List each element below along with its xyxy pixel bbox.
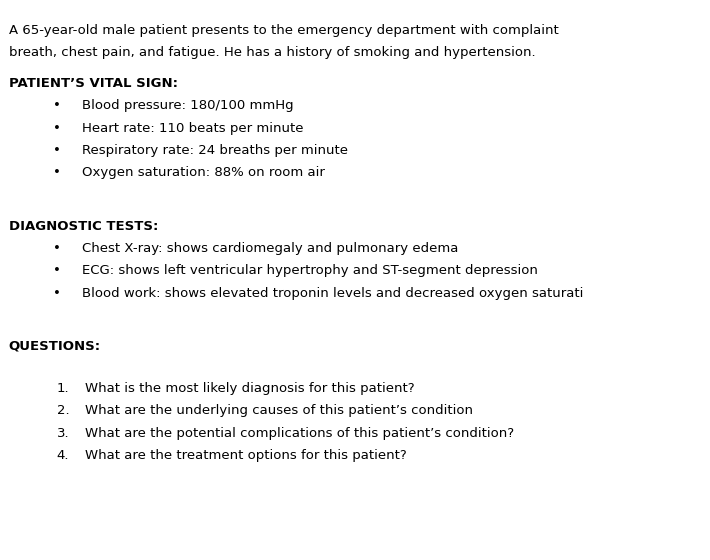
Text: What is the most likely diagnosis for this patient?: What is the most likely diagnosis for th… <box>85 382 415 395</box>
Text: Blood work: shows elevated troponin levels and decreased oxygen saturati: Blood work: shows elevated troponin leve… <box>82 287 583 300</box>
Text: •: • <box>53 166 61 179</box>
Text: DIAGNOSTIC TESTS:: DIAGNOSTIC TESTS: <box>9 220 158 232</box>
Text: Oxygen saturation: 88% on room air: Oxygen saturation: 88% on room air <box>82 166 324 179</box>
Text: •: • <box>53 242 61 255</box>
Text: What are the treatment options for this patient?: What are the treatment options for this … <box>85 449 407 462</box>
Text: Heart rate: 110 beats per minute: Heart rate: 110 beats per minute <box>82 122 303 134</box>
Text: QUESTIONS:: QUESTIONS: <box>9 340 101 353</box>
Text: Blood pressure: 180/100 mmHg: Blood pressure: 180/100 mmHg <box>82 99 293 112</box>
Text: •: • <box>53 287 61 300</box>
Text: What are the potential complications of this patient’s condition?: What are the potential complications of … <box>85 427 514 440</box>
Text: breath, chest pain, and fatigue. He has a history of smoking and hypertension.: breath, chest pain, and fatigue. He has … <box>9 46 535 59</box>
Text: 2.: 2. <box>57 404 70 417</box>
Text: Respiratory rate: 24 breaths per minute: Respiratory rate: 24 breaths per minute <box>82 144 348 157</box>
Text: •: • <box>53 99 61 112</box>
Text: ECG: shows left ventricular hypertrophy and ST-segment depression: ECG: shows left ventricular hypertrophy … <box>82 264 537 277</box>
Text: 1.: 1. <box>57 382 70 395</box>
Text: What are the underlying causes of this patient’s condition: What are the underlying causes of this p… <box>85 404 473 417</box>
Text: •: • <box>53 144 61 157</box>
Text: 4.: 4. <box>57 449 70 462</box>
Text: 3.: 3. <box>57 427 70 440</box>
Text: PATIENT’S VITAL SIGN:: PATIENT’S VITAL SIGN: <box>9 77 178 90</box>
Text: •: • <box>53 122 61 134</box>
Text: A 65-year-old male patient presents to the emergency department with complaint: A 65-year-old male patient presents to t… <box>9 24 558 36</box>
Text: Chest X-ray: shows cardiomegaly and pulmonary edema: Chest X-ray: shows cardiomegaly and pulm… <box>82 242 458 255</box>
Text: •: • <box>53 264 61 277</box>
